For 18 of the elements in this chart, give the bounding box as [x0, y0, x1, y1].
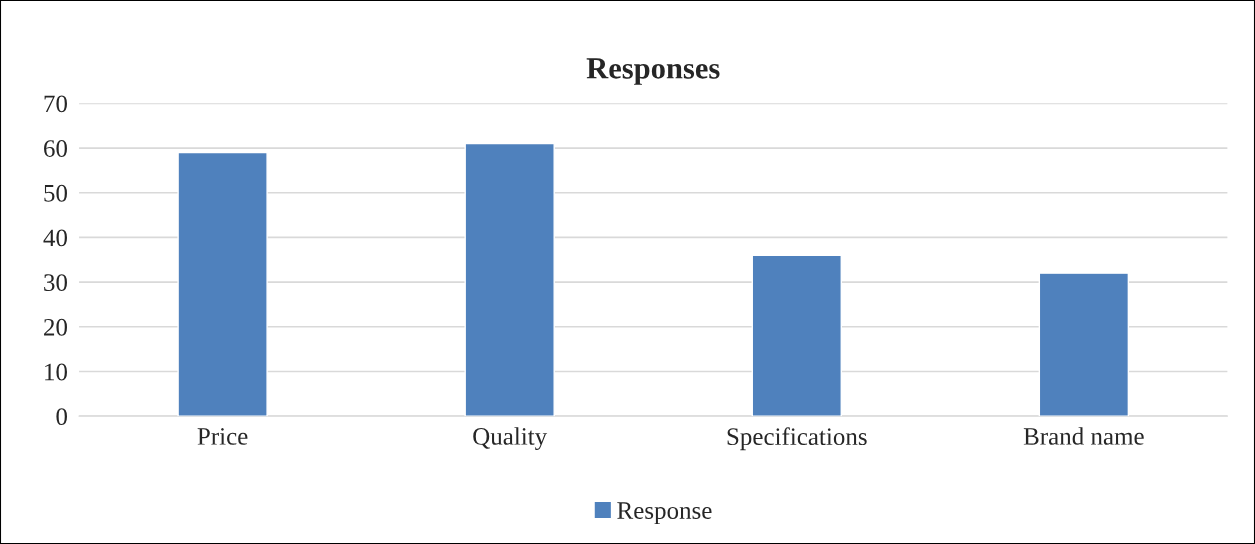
y-tick-label: 30 [44, 274, 67, 292]
x-tick-label: Brand name [1023, 427, 1144, 445]
bar [1038, 272, 1130, 417]
bar [464, 142, 555, 417]
y-tick-label: 40 [43, 229, 67, 247]
y-tick-label: 0 [56, 408, 67, 426]
y-tick-label: 10 [45, 363, 67, 381]
x-tick-label: Specifications [727, 427, 867, 451]
legend-label: Response [617, 502, 712, 525]
x-tick-label: Price [197, 428, 248, 445]
x-tick-label: Quality [473, 427, 548, 451]
chart-title: Responses [586, 58, 720, 85]
y-tick-label: 20 [44, 318, 67, 336]
y-tick-label: 60 [44, 140, 67, 157]
y-tick-label: 50 [44, 184, 67, 202]
y-tick-label: 70 [44, 95, 67, 113]
bar [177, 151, 268, 417]
bar [751, 254, 842, 417]
